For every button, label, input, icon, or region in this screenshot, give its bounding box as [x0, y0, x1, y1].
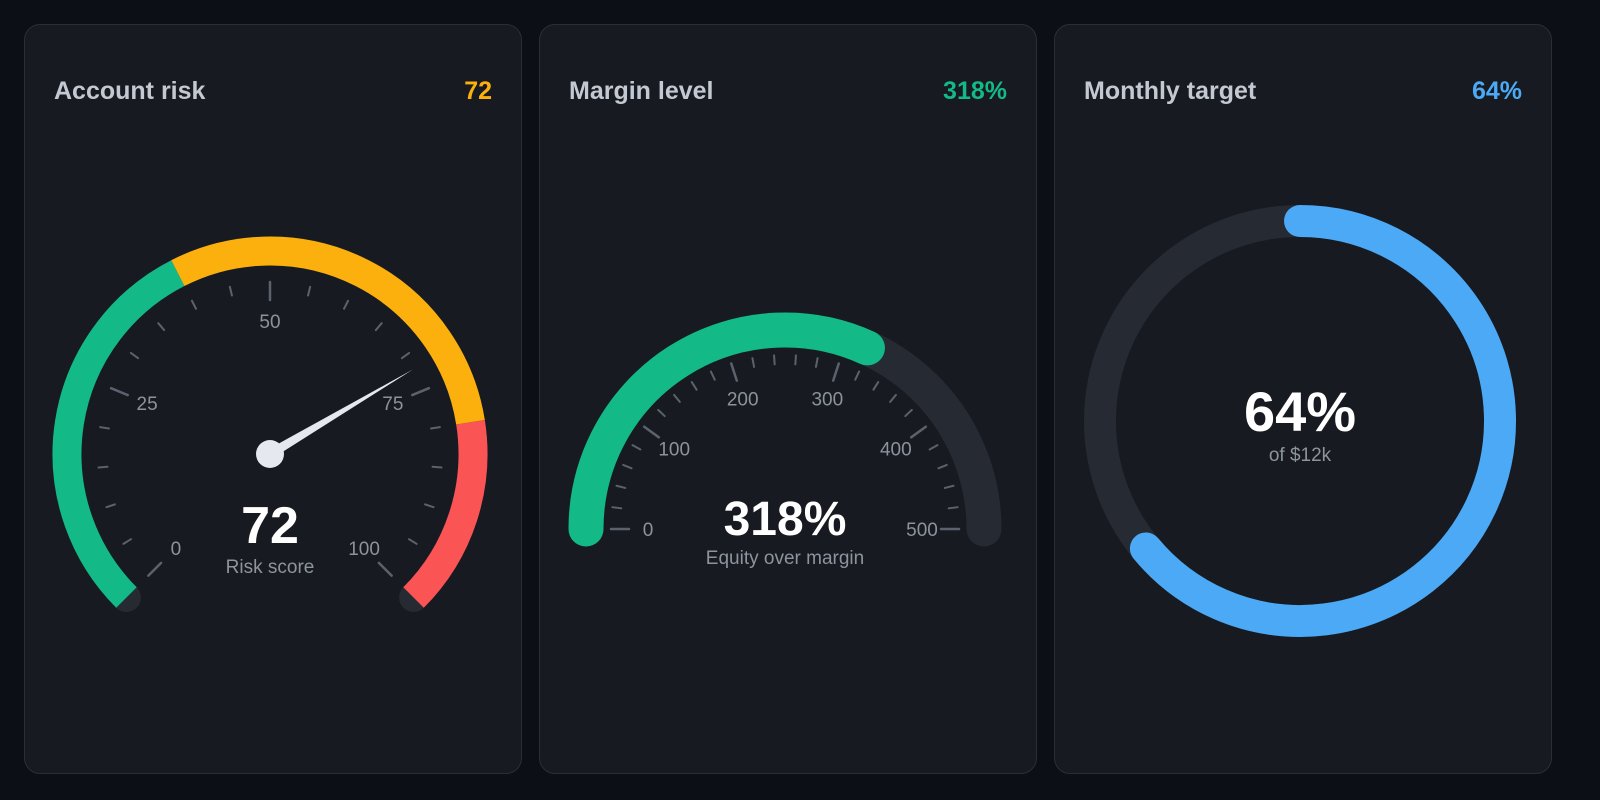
card-title: Monthly target [1084, 77, 1257, 105]
tick-label: 0 [643, 520, 654, 541]
gauge-tick [377, 561, 393, 577]
gauge-value: 72 [241, 497, 299, 555]
gauge-tick [709, 370, 716, 381]
gauge-tick [854, 370, 861, 381]
gauge-tick [374, 322, 383, 332]
tick-label: 0 [171, 539, 182, 560]
gauge-tick [129, 351, 140, 360]
tick-label: 100 [658, 439, 690, 460]
gauge-tick [147, 561, 163, 577]
gauge-tick [889, 393, 897, 403]
gauge-caption: Risk score [226, 557, 315, 578]
gauge-tick [872, 381, 880, 391]
card-value: 64% [1471, 77, 1522, 105]
gauge-tick [814, 357, 819, 368]
gauge-tick [99, 426, 111, 430]
tick-label: 75 [382, 394, 403, 415]
gauge-tick [407, 538, 418, 545]
gauge-tick [943, 484, 955, 489]
gauge-tick [109, 386, 129, 397]
gauge-tick [729, 362, 739, 382]
needle-hub [256, 440, 284, 468]
margin-gauge: 0 100 200 300 400 500 318%Equity over margin [568, 312, 1002, 569]
gauge-tick [690, 381, 698, 391]
gauge-tick [622, 463, 633, 470]
card-value: 72 [464, 77, 492, 105]
gauge-tick [751, 357, 756, 368]
donut-value: 64% [1244, 380, 1356, 443]
tick-label: 400 [880, 439, 912, 460]
card-title: Margin level [569, 77, 714, 105]
gauge-tick [429, 426, 441, 430]
gauge-tick [122, 538, 133, 545]
gauge-tick [431, 465, 443, 469]
tick-label: 25 [137, 394, 158, 415]
tick-label: 100 [348, 539, 380, 560]
gauge-tick [400, 351, 411, 360]
gauge-tick [424, 503, 435, 509]
card-title: Account risk [54, 77, 206, 105]
gauge-tick [611, 506, 623, 510]
gauge-tick [773, 354, 776, 366]
gauge-tick [673, 393, 681, 403]
gauge-tick [928, 444, 939, 451]
gauge-tick [937, 463, 948, 470]
gauge-tick [307, 285, 312, 297]
gauge-tick [97, 465, 109, 469]
gauge-tick [794, 354, 797, 366]
gauge-value: 318% [724, 493, 847, 546]
gauge-tick [343, 299, 350, 310]
gauge-tick [642, 425, 661, 439]
account-risk-card: Account risk 72 0 25 50 75 100 72 Risk score [24, 24, 522, 774]
gauge-band [403, 419, 488, 608]
gauge-band [171, 236, 485, 425]
donut-fill [1129, 205, 1517, 637]
margin-level-card: Margin level 318% 0 100 200 300 400 500 318% Eq… [539, 24, 1037, 774]
tick-label: 50 [259, 312, 280, 333]
tick-label: 200 [727, 390, 759, 411]
gauge-band [52, 260, 185, 608]
gauge-caption: Equity over margin [706, 548, 864, 569]
gauge-tick [657, 408, 666, 418]
monthly-target-card: Monthly target 64% 64% of $12k [1054, 24, 1552, 774]
gauge-tick [947, 506, 959, 510]
gauge-tick [904, 408, 913, 418]
gauge-tick [411, 386, 431, 397]
donut-caption: of $12k [1269, 445, 1332, 466]
gauge-needle [267, 369, 413, 459]
gauge-tick [157, 322, 166, 332]
gauge-fill [568, 312, 885, 547]
card-value: 318% [943, 77, 1007, 105]
target-donut: 64%of $12k [1084, 205, 1517, 637]
gauge-tick [105, 503, 116, 509]
gauge-tick [831, 362, 841, 382]
gauge-tick [228, 285, 233, 297]
gauge-tick [909, 425, 928, 439]
gauge-tick [615, 484, 627, 489]
gauge-tick [190, 299, 197, 310]
gauge-tick [631, 444, 642, 451]
tick-label: 300 [811, 390, 843, 411]
tick-label: 500 [906, 520, 938, 541]
